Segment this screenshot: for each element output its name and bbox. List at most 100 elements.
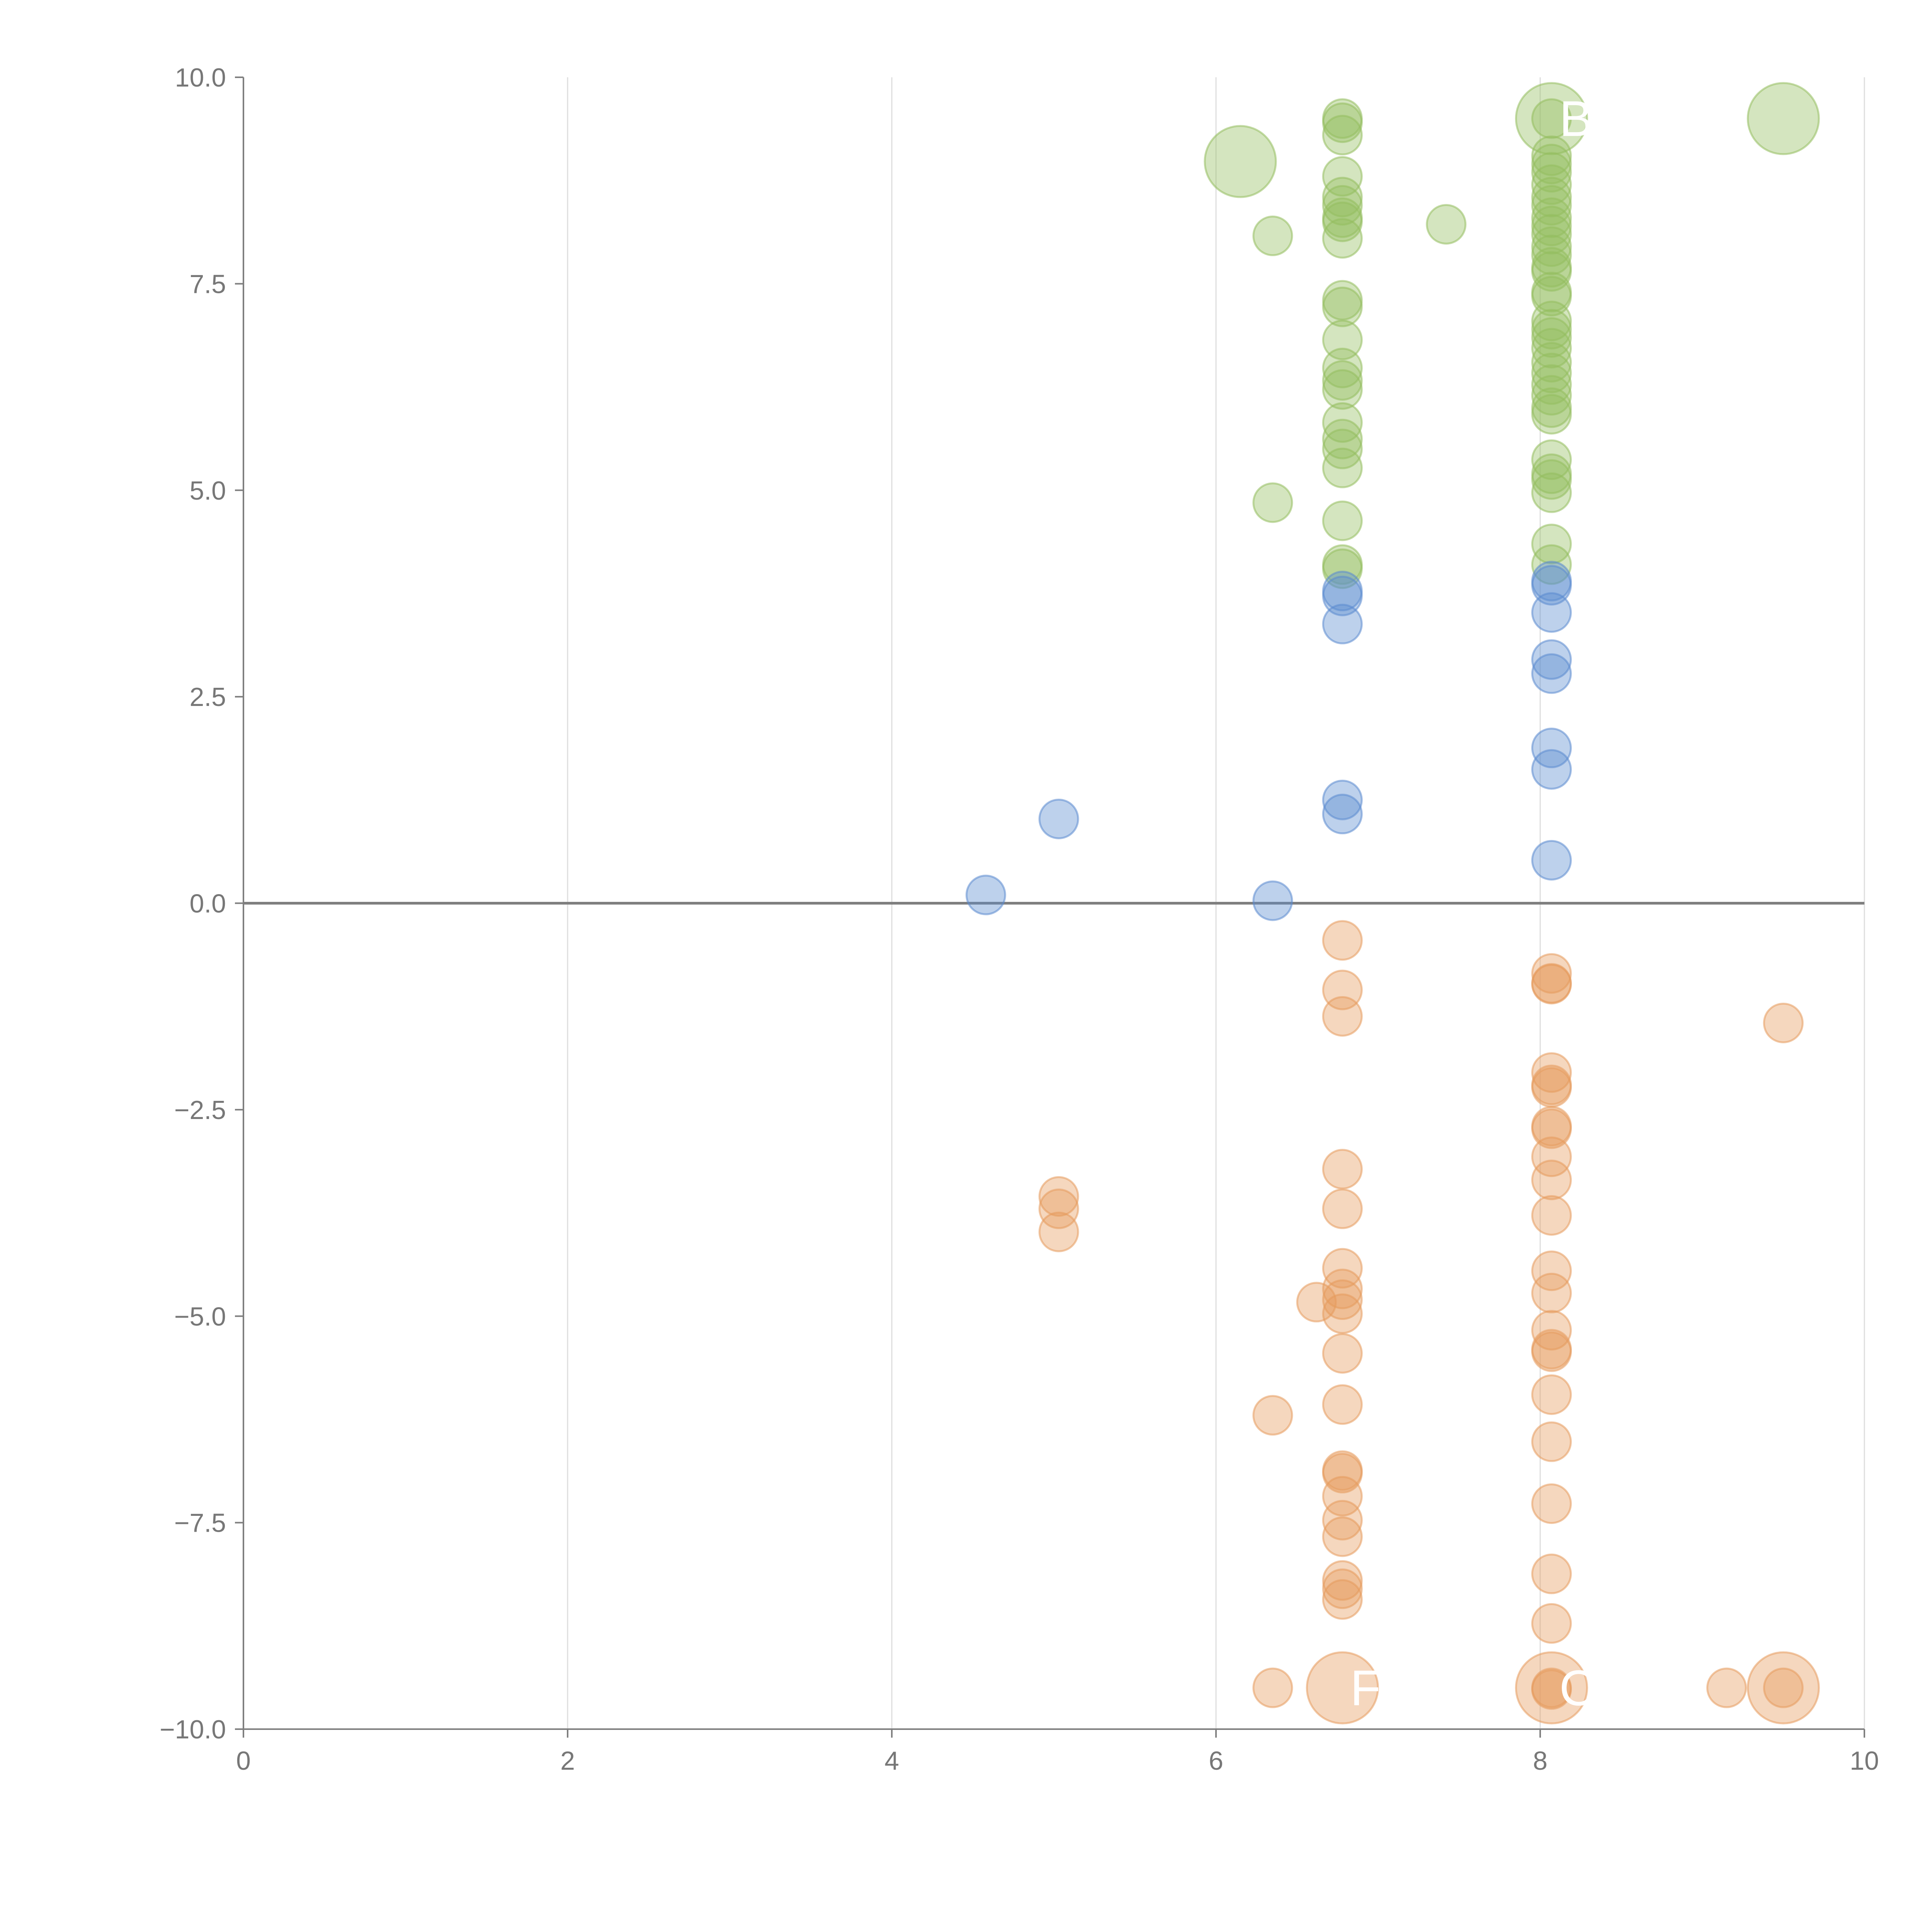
scatter-point (1322, 1476, 1363, 1517)
scatter-point (1515, 1651, 1588, 1725)
y-tick-label: −2.5 (174, 1095, 226, 1125)
scatter-point (1322, 347, 1363, 388)
scatter-point (1322, 286, 1363, 327)
scatter-point (1531, 251, 1572, 292)
scatter-point (1515, 82, 1588, 155)
scatter-point (1322, 996, 1363, 1037)
scatter-point (1322, 418, 1363, 459)
scatter-point (1531, 964, 1572, 1005)
scatter-point (1038, 1176, 1079, 1217)
scatter-point (1322, 447, 1363, 488)
scatter-point (1531, 1553, 1572, 1594)
scatter-point (1252, 482, 1293, 523)
scatter-point (1531, 1067, 1572, 1108)
scatter-point (1252, 1395, 1293, 1436)
scatter-point (1531, 164, 1572, 205)
scatter-point (1531, 1272, 1572, 1313)
scatter-point (1531, 459, 1572, 500)
y-tick-label: 2.5 (189, 682, 226, 712)
scatter-point (1531, 143, 1572, 184)
scatter-point (1531, 728, 1572, 769)
scatter-point (1322, 794, 1363, 835)
scatter-point (1322, 1516, 1363, 1557)
scatter-point (1531, 152, 1572, 193)
scatter-point (1531, 352, 1572, 393)
scatter-point (1531, 1250, 1572, 1291)
scatter-point (1252, 880, 1293, 921)
scatter-point (1531, 840, 1572, 881)
scatter-point (1531, 1108, 1572, 1149)
scatter-point (1531, 592, 1572, 633)
scatter-point (1204, 125, 1277, 198)
scatter-point (1322, 1279, 1363, 1320)
scatter-point (1322, 575, 1363, 616)
scatter-point (1322, 369, 1363, 410)
scatter-point (1531, 639, 1572, 680)
scatter-point (1322, 218, 1363, 259)
scatter-point (1322, 920, 1363, 961)
scatter-point (1531, 276, 1572, 316)
x-tick-label: 10 (1850, 1746, 1879, 1776)
data-points (965, 82, 1820, 1725)
axes: 0 2 4 6 8 10 10.0 7.5 5.0 2.5 0.0 −2.5 −5.0 −7.5 −10.0 (160, 63, 1879, 1776)
scatter-point (1531, 214, 1572, 255)
y-tick-label: −5.0 (174, 1302, 226, 1331)
scatter-point (1322, 177, 1363, 218)
scatter-point (1322, 156, 1363, 197)
scatter-point (1531, 394, 1572, 435)
scatter-point (1531, 653, 1572, 694)
scatter-point (1322, 604, 1363, 645)
scatter-point (1531, 524, 1572, 565)
scatter-point (1322, 1452, 1363, 1493)
scatter-point (1531, 1603, 1572, 1644)
scatter-point (1531, 1483, 1572, 1524)
scatter-point (1038, 1188, 1079, 1229)
x-tick-label: 2 (560, 1746, 575, 1776)
scatter-point (1038, 1211, 1079, 1252)
point-labels: B F C (1350, 90, 1595, 1716)
scatter-point (1252, 1667, 1293, 1708)
scatter-point (1322, 1293, 1363, 1334)
scatter-point (965, 874, 1006, 915)
scatter-point (1322, 1269, 1363, 1310)
scatter-point (1531, 135, 1572, 176)
x-tick-label: 6 (1209, 1746, 1223, 1776)
scatter-point (1322, 320, 1363, 361)
point-annotation: F (1350, 1660, 1381, 1716)
scatter-point (1531, 177, 1572, 218)
scatter-point (1531, 197, 1572, 238)
scatter-point (1531, 1052, 1572, 1093)
y-tick-label: 7.5 (189, 269, 226, 299)
scatter-point (1322, 360, 1363, 401)
scatter-point (1531, 317, 1572, 358)
scatter-point (1322, 1248, 1363, 1289)
scatter-point (1306, 1651, 1379, 1725)
scatter-point (1322, 1384, 1363, 1425)
scatter-point (1322, 1333, 1363, 1374)
scatter-point (1322, 500, 1363, 541)
scatter-point (1531, 953, 1572, 994)
y-tick-label: 10.0 (175, 63, 226, 92)
scatter-point (1531, 1669, 1572, 1710)
scatter-point (1038, 798, 1079, 839)
scatter-point (1531, 544, 1572, 585)
scatter-point (1531, 226, 1572, 267)
scatter-point (1531, 206, 1572, 247)
scatter-point (1426, 204, 1467, 245)
scatter-point (1322, 201, 1363, 242)
scatter-point (1531, 749, 1572, 790)
scatter-point (1531, 235, 1572, 276)
x-tick-label: 0 (236, 1746, 251, 1776)
scatter-point (1531, 328, 1572, 369)
point-annotation: B (1559, 90, 1593, 147)
scatter-point (1531, 364, 1572, 405)
scatter-point (1531, 342, 1572, 383)
x-tick-label: 8 (1533, 1746, 1548, 1776)
scatter-point (1322, 1188, 1363, 1229)
scatter-point (1322, 185, 1363, 226)
scatter-point (1322, 1579, 1363, 1620)
scatter-point (1747, 82, 1820, 155)
scatter-point (1531, 1331, 1572, 1372)
scatter-point (1322, 1500, 1363, 1541)
